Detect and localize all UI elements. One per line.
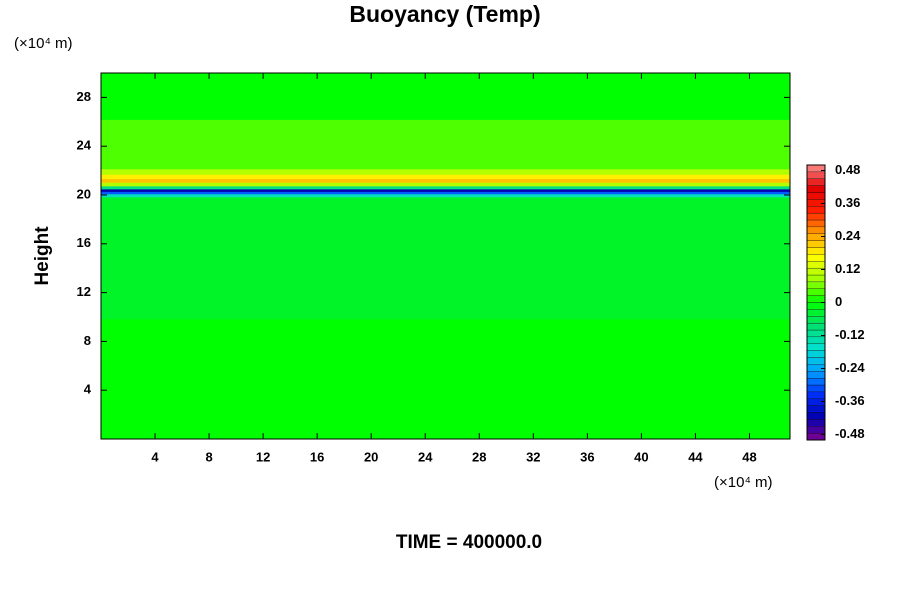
x-tick-label: 48 — [742, 449, 756, 464]
field-band — [101, 191, 790, 195]
colorbar-step — [806, 254, 826, 262]
colorbar-step — [806, 295, 826, 303]
colorbar-step — [806, 322, 826, 331]
colorbar-step — [806, 288, 826, 296]
x-tick-label: 8 — [205, 449, 212, 464]
field-band — [101, 174, 790, 180]
colorbar-step — [806, 192, 826, 200]
y-tick-label: 12 — [77, 284, 91, 299]
colorbar-step — [806, 261, 826, 269]
colorbar-tick-label: -0.12 — [835, 327, 865, 342]
colorbar-step — [806, 384, 826, 393]
colorbar-step — [806, 281, 826, 289]
colorbar-step — [806, 212, 826, 221]
footer: TIME = 400000.0 — [396, 532, 542, 553]
x-tick-label: 12 — [256, 449, 270, 464]
colorbar-step — [806, 233, 826, 241]
plot-frame — [100, 72, 791, 440]
field-band — [101, 318, 790, 440]
field-band — [101, 119, 790, 170]
colorbar-step — [806, 219, 826, 228]
x-tick-label: 28 — [472, 449, 486, 464]
colorbar-step — [806, 426, 826, 434]
colorbar-step — [806, 274, 826, 283]
field-band — [101, 73, 790, 120]
colorbar-tick-label: 0.24 — [835, 228, 861, 243]
y-unit: (×10⁴ m) — [14, 35, 73, 52]
x-tick-label: 44 — [688, 449, 703, 464]
colorbar-step — [806, 199, 826, 207]
colorbar-step — [806, 247, 826, 255]
colorbar-tick-label: 0.36 — [835, 195, 860, 210]
colorbar-step — [806, 316, 826, 324]
colorbar-step — [806, 405, 826, 413]
x-unit: (×10⁴ m) — [714, 474, 773, 491]
x-tick-label: 24 — [418, 449, 433, 464]
colorbar-tick-label: -0.48 — [835, 426, 865, 441]
colorbar-step — [806, 302, 826, 310]
y-tick-label: 8 — [84, 333, 91, 348]
colorbar-step — [806, 398, 826, 406]
x-tick-label: 32 — [526, 449, 540, 464]
x-tick-label: 40 — [634, 449, 648, 464]
chart-title: Buoyancy (Temp) — [349, 1, 540, 27]
y-tick-label: 24 — [77, 138, 92, 153]
field-band — [101, 168, 790, 175]
colorbar-tick-label: 0.12 — [835, 261, 860, 276]
y-tick-label: 16 — [77, 235, 91, 250]
y-tick-label: 4 — [84, 382, 92, 397]
colorbar-step — [806, 178, 826, 186]
y-axis-label: Height — [32, 226, 53, 286]
colorbar-step — [806, 343, 826, 351]
field-band — [101, 193, 790, 198]
x-tick-label: 20 — [364, 449, 378, 464]
y-tick-label: 28 — [77, 89, 91, 104]
colorbar-tick-label: 0.48 — [835, 162, 860, 177]
colorbar-tick-label: 0 — [835, 294, 842, 309]
colorbar-step — [806, 185, 826, 193]
colorbar-step — [806, 357, 826, 365]
colorbar-step — [806, 240, 826, 248]
colorbar-step — [806, 226, 826, 234]
colorbar-step — [806, 206, 826, 214]
colorbar-step — [806, 350, 826, 358]
field-band — [101, 188, 790, 192]
x-tick-label: 36 — [580, 449, 594, 464]
colorbar-step — [806, 309, 826, 317]
colorbar-step — [806, 391, 826, 399]
x-tick-label: 4 — [151, 449, 159, 464]
field-band — [101, 196, 790, 320]
colorbar-step — [806, 377, 826, 386]
field-band — [101, 185, 790, 190]
colorbar-step — [806, 364, 826, 372]
colorbar-step — [806, 171, 826, 179]
y-tick-label: 20 — [77, 186, 91, 201]
colorbar-step — [806, 412, 826, 420]
colorbar-tick-label: -0.36 — [835, 393, 865, 408]
colorbar-step — [806, 336, 826, 344]
colorbar-step — [806, 419, 826, 427]
field-band — [101, 178, 790, 183]
colorbar-tick-label: -0.24 — [835, 360, 865, 375]
field-band — [101, 182, 790, 187]
x-tick-label: 16 — [310, 449, 324, 464]
colorbar-step — [806, 371, 826, 379]
